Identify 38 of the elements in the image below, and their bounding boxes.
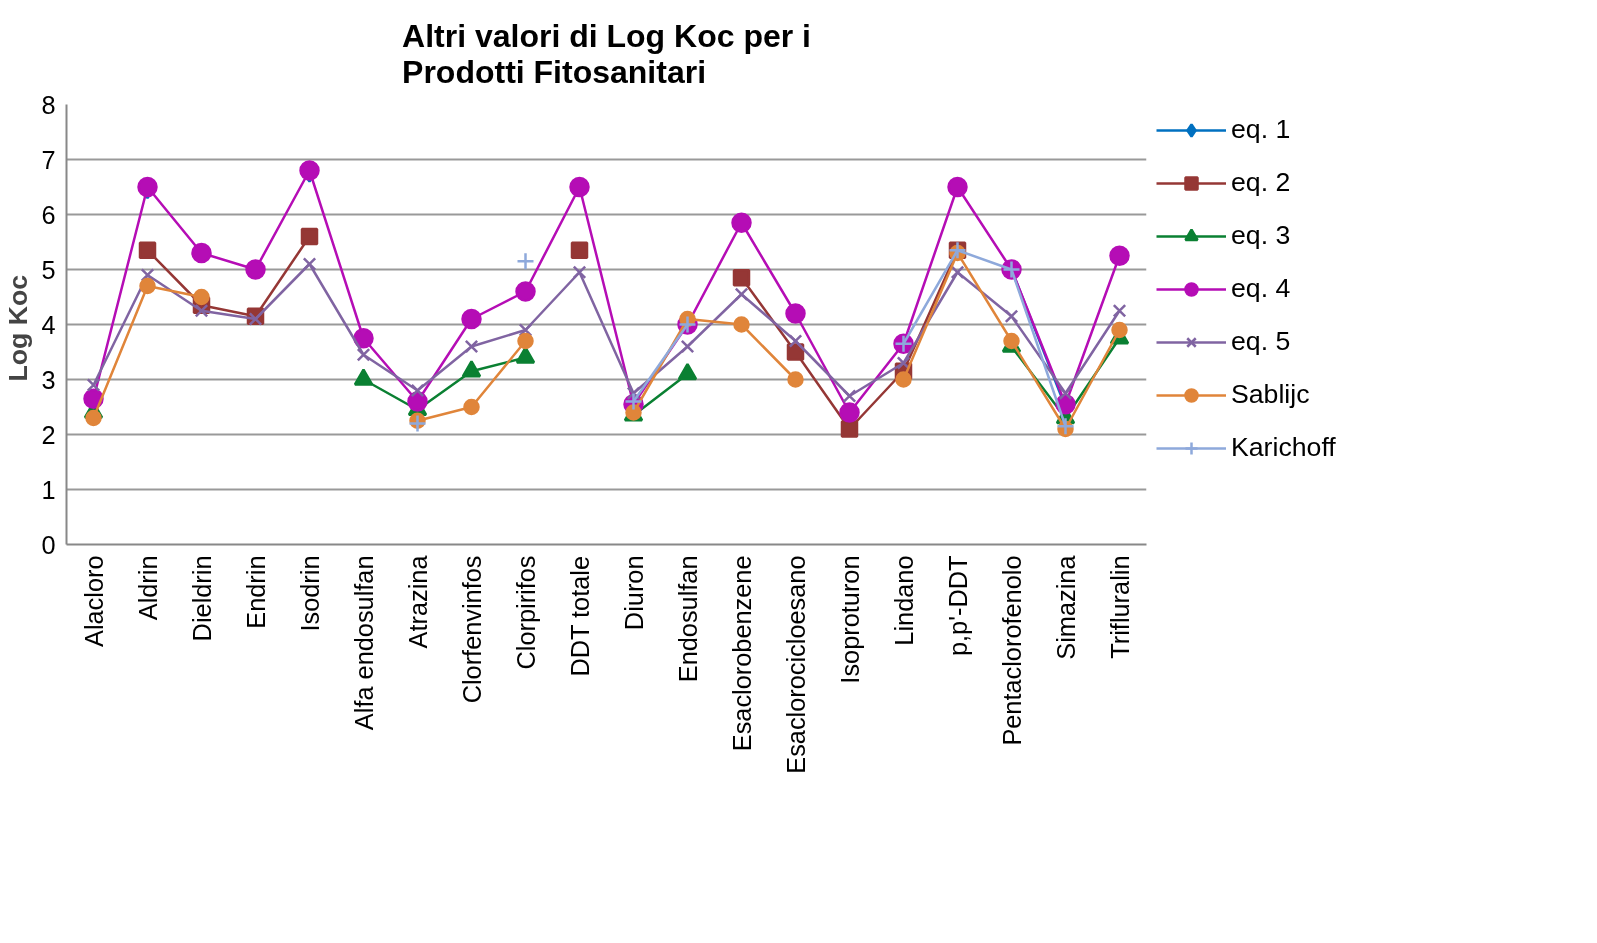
y-tick-label: 3 [41, 365, 56, 394]
x-tick-label: Trifluralin [1105, 555, 1134, 659]
x-tick-label: Esaclorobenzene [727, 555, 756, 752]
y-tick-label: 5 [41, 255, 56, 284]
x-tick-label: Alacloro [79, 555, 108, 648]
y-tick-label: 6 [41, 200, 56, 229]
x-tick-label: Esaclorocicloesano [781, 555, 810, 774]
y-tick-label: 7 [41, 145, 56, 174]
x-tick-label: Endosulfan [673, 555, 702, 683]
x-tick-label: p,p'-DDT [943, 555, 972, 657]
legend-label: Sablijc [1231, 379, 1310, 410]
x-tick-label: Isodrin [295, 555, 324, 632]
legend-label: eq. 1 [1231, 114, 1291, 145]
legend-label: Karichoff [1231, 432, 1336, 463]
chart-title: Altri valori di Log Koc per i Prodotti Fitosanitari [402, 17, 811, 90]
legend-label: eq. 5 [1231, 326, 1291, 357]
x-tick-label: Endrin [241, 555, 270, 629]
x-tick-label: DDT totale [565, 555, 594, 677]
x-tick-label: Lindano [889, 555, 918, 646]
x-tick-label: Pentaclorofenolo [997, 555, 1026, 746]
y-tick-label: 0 [41, 530, 56, 559]
x-tick-label: Clorfenvinfos [457, 555, 486, 704]
y-tick-label: 1 [41, 475, 56, 504]
y-axis-title: Log Koc [3, 274, 34, 382]
legend-label: eq. 3 [1231, 220, 1291, 251]
x-tick-label: Aldrin [133, 555, 162, 621]
x-tick-label: Diuron [619, 555, 648, 631]
x-tick-label: Dieldrin [187, 555, 216, 642]
legend-label: eq. 2 [1231, 167, 1291, 198]
y-tick-label: 4 [41, 310, 56, 339]
x-tick-label: Isoproturon [835, 555, 864, 684]
x-tick-label: Clorpirifos [511, 555, 540, 670]
y-tick-label: 8 [41, 90, 56, 119]
y-tick-label: 2 [41, 420, 56, 449]
x-tick-label: Atrazina [403, 554, 432, 649]
x-tick-label: Alfa endosulfan [349, 555, 378, 731]
x-tick-label: Simazina [1051, 554, 1080, 660]
legend-label: eq. 4 [1231, 273, 1291, 304]
